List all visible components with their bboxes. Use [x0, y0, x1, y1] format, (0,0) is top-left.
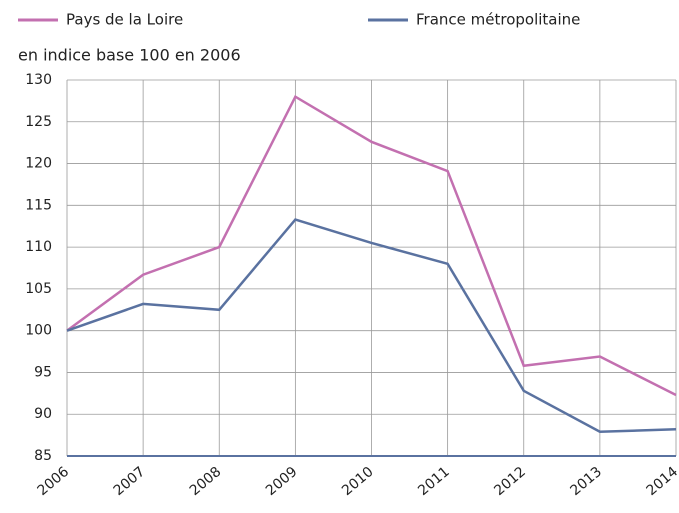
y-tick-label: 130 — [25, 72, 52, 88]
x-tick-label: 2013 — [567, 464, 605, 499]
x-tick-label: 2007 — [111, 464, 149, 499]
y-axis-label: en indice base 100 en 2006 — [18, 46, 241, 65]
y-tick-label: 125 — [25, 114, 52, 130]
y-tick-label: 115 — [25, 197, 52, 213]
y-tick-label: 90 — [34, 406, 52, 422]
x-tick-label: 2014 — [644, 464, 679, 499]
x-tick-label: 2008 — [187, 464, 225, 499]
legend-label: Pays de la Loire — [66, 11, 183, 29]
y-tick-label: 110 — [25, 239, 52, 255]
y-tick-label: 120 — [25, 156, 52, 172]
x-tick-label: 2012 — [491, 464, 529, 499]
y-tick-label: 95 — [34, 364, 52, 380]
x-tick-label: 2006 — [35, 464, 73, 499]
series-line — [66, 94, 677, 397]
x-tick-label: 2011 — [415, 464, 453, 499]
y-tick-label: 100 — [25, 323, 52, 339]
series-line — [66, 218, 677, 434]
x-tick-label: 2009 — [263, 464, 301, 499]
y-tick-label: 85 — [34, 448, 52, 464]
y-tick-label: 105 — [25, 281, 52, 297]
x-tick-label: 2010 — [339, 464, 377, 499]
legend-label: France métropolitaine — [416, 11, 580, 29]
